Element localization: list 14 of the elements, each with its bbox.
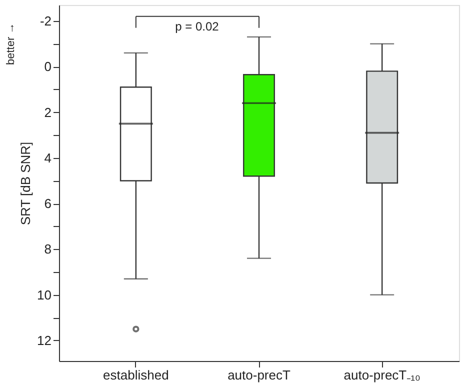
y-tick-label: 12 (37, 332, 52, 348)
y-tick-label: 6 (44, 196, 52, 212)
y-tick-label: 2 (44, 104, 52, 120)
x-tick-label: established (103, 368, 169, 382)
y-tick-label: -2 (40, 13, 52, 28)
text: better → (5, 22, 17, 65)
x-tick-label: auto-precT₋₁₀ (344, 368, 420, 382)
annotation: p = 0.02 (175, 19, 220, 34)
y-tick-label: 8 (44, 242, 52, 257)
y-tick-label: 4 (44, 150, 52, 166)
y-tick-label: 10 (37, 287, 52, 302)
y-axis-title: SRT [dB SNR] (18, 142, 34, 226)
y-tick-label: 0 (44, 59, 52, 74)
x-tick-label: auto-precT (228, 368, 290, 382)
